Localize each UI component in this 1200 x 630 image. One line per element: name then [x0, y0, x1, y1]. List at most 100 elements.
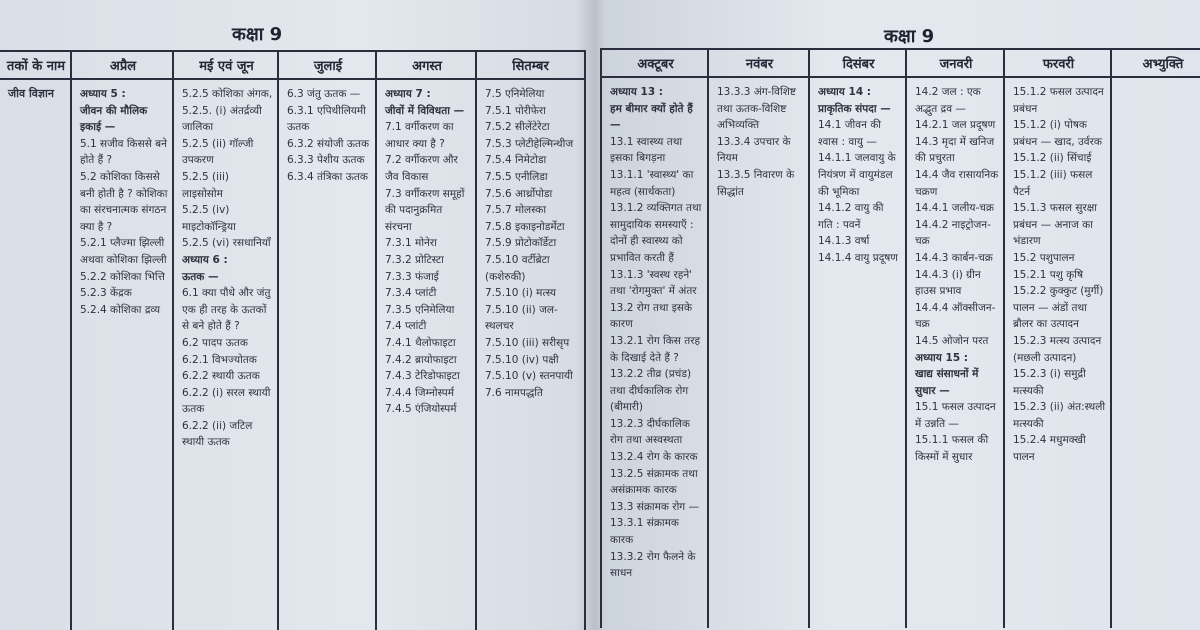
topic-item: 14.4.4 ऑक्सीजन-चक्र: [915, 301, 996, 331]
topic-item: 7.1 वर्गीकरण का आधार क्या है ?: [385, 121, 454, 150]
topic-item: 13.2.4 रोग के कारक: [610, 451, 698, 464]
topic-item: 5.2.5 (iii) लाइसोसोम: [182, 170, 229, 200]
column-header: जुलाई: [279, 50, 377, 80]
topic-item: 7.5 एनिमेलिया: [485, 88, 545, 100]
topic-item: 15.1.1 फसल की किस्मों में सुधार: [915, 434, 989, 464]
topic-item: 14.4 जैव रासायनिक चक्रण: [915, 168, 999, 198]
topic-item: 15.1.2 (i) पोषक प्रबंधन — खाद, उर्वरक: [1013, 119, 1102, 148]
chapter-heading: अध्याय 5 :: [80, 88, 126, 100]
topic-item: 7.5.10 (i) मत्स्य: [485, 287, 556, 300]
topic-item: 6.3.4 तंत्रिका ऊतक: [287, 170, 368, 183]
topic-item: 7.5.10 (iv) पक्षी: [485, 353, 559, 366]
topic-item: 7.5.10 (ii) जल-स्थलचर: [485, 303, 558, 333]
topic-item: 15.2.1 पशु कृषि: [1013, 268, 1084, 281]
topic-item: 15.1.3 फसल सुरक्षा प्रबंधन — अनाज का भंड…: [1013, 202, 1098, 248]
topic-item: 6.1 क्या पौधे और जंतु एक ही तरह के ऊतकों…: [182, 287, 271, 333]
topic-item: 6.2.1 विभज्योतक: [182, 353, 257, 366]
topic-item: 15.1 फसल उत्पादन में उन्नति —: [915, 401, 996, 430]
topic-item: 15.1.2 फसल उत्पादन प्रबंधन: [1013, 86, 1104, 115]
topic-item: 7.3 वर्गीकरण समूहों की पदानुक्रमित संरचन…: [385, 187, 465, 233]
topic-item: 13.3.1 संक्रामक कारक: [610, 517, 679, 547]
chapter-heading: हम बीमार क्यों होते हैं —: [610, 102, 693, 132]
topic-item: 14.5 ओजोन परत: [915, 334, 989, 347]
topic-item: 6.2.2 स्थायी ऊतक: [182, 370, 260, 383]
topic-item: 5.2.4 कोशिका द्रव्य: [80, 303, 161, 316]
topic-item: 13.3.4 उपचार के नियम: [717, 135, 791, 165]
topic-item: 14.1.3 वर्षा: [818, 235, 870, 248]
topic-item: 13.2.2 तीव्र (प्रचंड) तथा दीर्घकालिक रोग…: [610, 368, 692, 414]
topic-item: 14.1.4 वायु प्रदूषण: [818, 251, 898, 264]
topic-item: 7.5.10 वर्टीब्रेटा (कशेरुकी): [485, 253, 550, 283]
topic-item: 7.5.10 (iii) सरीसृप: [485, 336, 570, 349]
topic-item: 7.4.1 थैलोफाइटा: [385, 336, 456, 349]
column-cell: 15.1.2 फसल उत्पादन प्रबंधन 15.1.2 (i) पोष…: [1005, 78, 1112, 466]
topic-item: 14.1.2 वायु की गति : पवनें: [818, 202, 884, 231]
column-header: नवंबर: [709, 48, 810, 78]
chapter-heading: जीव विज्ञान: [8, 87, 54, 100]
topic-item: 13.1 स्वास्थ्य तथा इसका बिगड़ना: [610, 135, 683, 165]
column-cell: [1112, 78, 1200, 84]
topic-item: 14.4.3 (i) ग्रीन हाउस प्रभाव: [915, 268, 981, 298]
column-6: अभ्युक्ति: [1110, 48, 1200, 628]
topic-item: 5.2.1 प्लैज्मा झिल्ली अथवा कोशिका झिल्ली: [80, 237, 167, 266]
chapter-heading: अध्याय 7 :: [385, 88, 431, 100]
column-header: फरवरी: [1005, 48, 1112, 78]
topic-item: 14.2.1 जल प्रदूषण: [915, 119, 996, 132]
topic-item: 7.6 नामपद्धति: [485, 386, 543, 399]
topic-item: 5.2.5 (iv) माइटोकॉन्ड्रिया: [182, 204, 236, 233]
topic-item: 7.5.10 (v) स्तनपायी: [485, 370, 573, 383]
topic-item: 14.1 जीवन की श्वास : वायु —: [818, 119, 882, 148]
topic-item: 13.3.3 अंग-विशिष्ट तथा ऊतक-विशिष्ट अभिव्…: [717, 86, 797, 132]
topic-item: 5.1 सजीव किससे बने होते हैं ?: [80, 137, 167, 167]
topic-item: 7.5.2 सीलेंटेरेटा: [485, 121, 550, 134]
topic-item: 7.5.8 इकाइनोडर्मेटा: [485, 220, 565, 233]
topic-item: 7.4.5 एंजियोस्पर्म: [385, 403, 457, 416]
column-cell: 5.2.5 कोशिका अंगक, 5.2.5. (i) अंतर्द्रव्य…: [174, 80, 279, 451]
topic-item: 14.2 जल : एक अद्भुत द्रव —: [915, 86, 981, 115]
column-1: अक्टूबर अध्याय 13 : हम बीमार क्यों होते है…: [600, 48, 709, 628]
topic-item: 15.2.3 (i) समुद्री मत्स्यकी: [1013, 368, 1086, 397]
topic-item: 6.3 जंतु ऊतक —: [287, 88, 361, 100]
topic-item: 7.3.4 प्लांटी: [385, 287, 437, 300]
topic-item: 5.2 कोशिका किससे बनी होती है ? कोशिका का…: [80, 170, 168, 233]
chapter-heading: जीवों में विविधता —: [385, 104, 465, 117]
topic-item: 15.2.3 (ii) अंत:स्थली मत्स्यकी: [1013, 401, 1106, 430]
topic-item: 13.3 संक्रामक रोग —: [610, 500, 700, 513]
topic-item: 6.2.2 (ii) जटिल स्थायी ऊतक: [182, 419, 253, 449]
topic-item: 7.3.1 मोनेरा: [385, 237, 437, 250]
left-page-title: कक्षा 9: [232, 24, 283, 45]
chapter-heading: प्राकृतिक संपदा —: [818, 102, 891, 115]
topic-item: 13.3.5 निवारण के सिद्धांत: [717, 168, 795, 198]
chapter-heading: अध्याय 15 :: [915, 351, 968, 364]
topic-item: 5.2.5 (vi) रसधानियाँ: [182, 237, 271, 250]
column-4: जनवरी 14.2 जल : एक अद्भुत द्रव — 14.2.1 जल…: [905, 48, 1005, 628]
topic-item: 7.3.3 फंजाई: [385, 270, 439, 283]
topic-item: 13.1.2 व्यक्तिगत तथा सामुदायिक समस्याएँ …: [610, 202, 702, 264]
column-cell: अध्याय 7 : जीवों में विविधता — 7.1 वर्गीकर…: [377, 80, 477, 418]
column-cell: जीव विज्ञान: [0, 80, 72, 103]
topic-item: 5.2.5 कोशिका अंगक,: [182, 88, 273, 100]
topic-item: 6.2.2 (i) सरल स्थायी ऊतक: [182, 386, 271, 416]
column-3: दिसंबर अध्याय 14 : प्राकृतिक संपदा — 14.1 ज…: [808, 48, 907, 628]
chapter-heading: अध्याय 13 :: [610, 86, 663, 98]
column-header: अगस्त: [377, 50, 477, 80]
topic-item: 14.4.3 कार्बन-चक्र: [915, 251, 993, 264]
topic-item: 7.5.6 आर्थ्रोपोडा: [485, 187, 553, 200]
column-header: मई एवं जून: [174, 50, 279, 80]
topic-item: 15.2.2 कुक्कुट (मुर्गी) पालन — अंडों तथा…: [1013, 285, 1104, 331]
topic-item: 14.1.1 जलवायु के नियंत्रण में वायुमंडल क…: [818, 152, 896, 198]
topic-item: 7.3.2 प्रोटिस्टा: [385, 253, 444, 266]
right-syllabus-table: अक्टूबर अध्याय 13 : हम बीमार क्यों होते है…: [600, 48, 1200, 628]
column-6: सितम्बर 7.5 एनिमेलिया 7.5.1 पोरीफेरा 7.5.2 …: [475, 50, 586, 630]
column-2: अप्रैल अध्याय 5 : जीवन की मौलिक इकाई —5.1 …: [70, 50, 174, 630]
topic-item: 13.2.5 संक्रामक तथा असंक्रामक कारक: [610, 467, 698, 497]
topic-item: 6.2 पादप ऊतक: [182, 336, 248, 349]
topic-item: 13.2 रोग तथा इसके कारण: [610, 301, 693, 331]
topic-item: 15.2 पशुपालन: [1013, 251, 1075, 264]
topic-item: 14.4.2 नाइट्रोजन-चक्र: [915, 218, 991, 248]
column-cell: अध्याय 5 : जीवन की मौलिक इकाई —5.1 सजीव क…: [72, 80, 174, 318]
column-cell: 14.2 जल : एक अद्भुत द्रव — 14.2.1 जल प्रद…: [907, 78, 1005, 466]
topic-item: 13.3.2 रोग फैलने के साधन: [610, 550, 696, 580]
column-header: अक्टूबर: [602, 48, 709, 78]
topic-item: 7.4.3 टेरिडोफाइटा: [385, 370, 460, 383]
